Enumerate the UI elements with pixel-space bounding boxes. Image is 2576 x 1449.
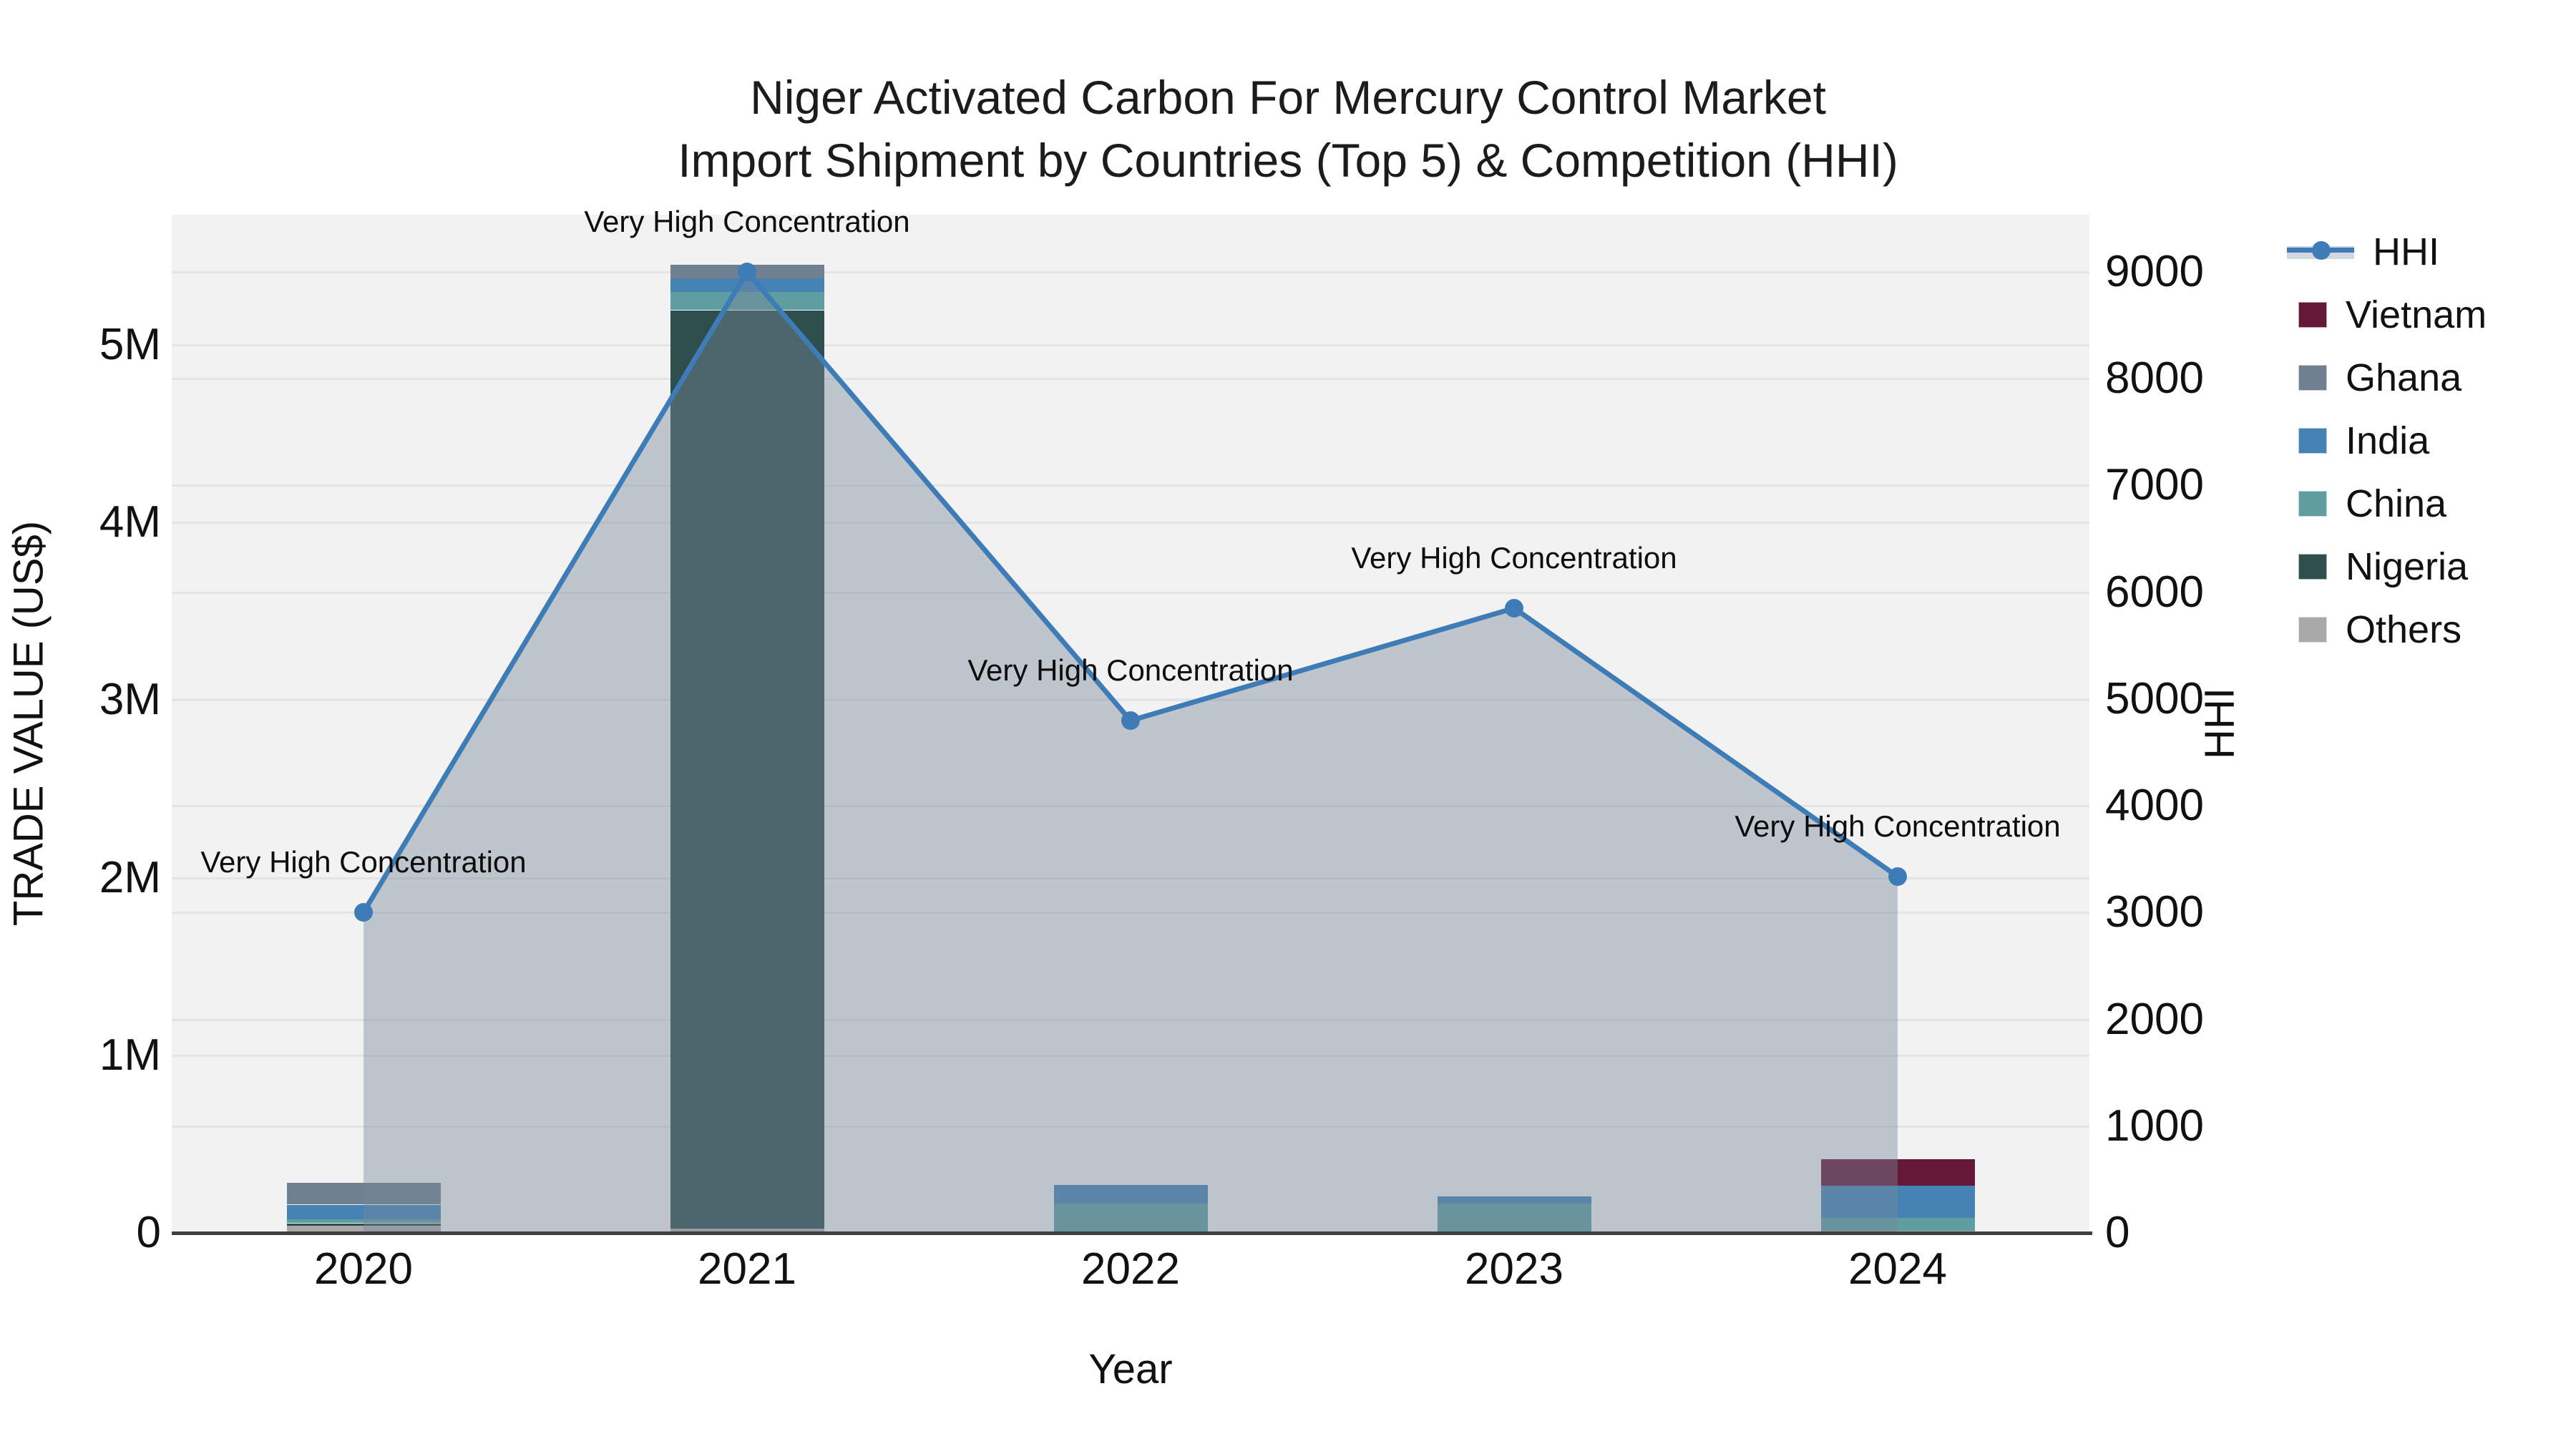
legend-item-china[interactable]: China — [2287, 482, 2487, 525]
bar-segment-china-2024 — [1821, 1218, 1975, 1231]
legend-swatch-china — [2298, 491, 2327, 517]
x-axis-tick-2022: 2022 — [1081, 1244, 1180, 1294]
y-axis-left-tick: 1M — [99, 1030, 161, 1080]
hhi-marker-2023 — [1505, 599, 1523, 618]
bar-segment-china-2021 — [670, 291, 824, 310]
annotation-2023: Very High Concentration — [1351, 541, 1677, 575]
x-axis-tick-2023: 2023 — [1465, 1244, 1563, 1294]
x-axis-line — [172, 1231, 2092, 1235]
hhi-marker-2024 — [1888, 867, 1907, 886]
bar-segment-india-2020 — [287, 1205, 441, 1219]
legend-swatch-nigeria — [2298, 554, 2327, 580]
bar-segment-china-2022 — [1054, 1204, 1208, 1233]
y-axis-right-tick: 8000 — [2105, 353, 2204, 403]
gridline-left-axis — [172, 877, 2089, 879]
bar-segment-nigeria-2021 — [670, 311, 824, 1229]
y-axis-right-tick: 9000 — [2105, 247, 2204, 296]
hhi-marker-2022 — [1121, 711, 1140, 730]
gridline-right-axis — [172, 592, 2089, 594]
gridline-left-axis — [172, 522, 2089, 524]
y-axis-right-tick: 6000 — [2105, 567, 2204, 617]
y-axis-right-tick: 0 — [2105, 1208, 2130, 1257]
y-axis-right-tick: 7000 — [2105, 460, 2204, 509]
bar-segment-india-2023 — [1438, 1196, 1591, 1204]
legend-item-nigeria[interactable]: Nigeria — [2287, 545, 2487, 588]
gridline-right-axis — [172, 484, 2089, 487]
bar-segment-india-2024 — [1821, 1186, 1975, 1218]
hhi-marker-2020 — [354, 903, 373, 922]
legend-swatch-vietnam — [2298, 302, 2327, 328]
bar-segment-vietnam-2024 — [1821, 1159, 1975, 1186]
bar-segment-others-2020 — [287, 1226, 441, 1233]
legend-item-hhi[interactable]: HHI — [2287, 230, 2487, 273]
gridline-right-axis — [172, 912, 2089, 914]
gridline-right-axis — [172, 378, 2089, 380]
x-axis-tick-2020: 2020 — [314, 1244, 413, 1294]
annotation-2022: Very High Concentration — [967, 653, 1294, 687]
gridline-left-axis — [172, 1055, 2089, 1057]
y-axis-left-tick: 2M — [99, 853, 161, 902]
y-axis-right-tick: 3000 — [2105, 887, 2204, 937]
bar-segment-china-2023 — [1438, 1204, 1591, 1233]
legend-item-india[interactable]: India — [2287, 419, 2487, 462]
hhi-line-symbol — [2287, 240, 2354, 264]
gridline-left-axis — [172, 344, 2089, 346]
y-axis-left-title: TRADE VALUE (US$) — [5, 520, 52, 927]
x-axis-tick-2024: 2024 — [1848, 1244, 1947, 1294]
legend-item-vietnam[interactable]: Vietnam — [2287, 293, 2487, 336]
legend-label: India — [2346, 419, 2430, 462]
y-axis-left-tick: 3M — [99, 675, 161, 724]
legend-label: China — [2346, 482, 2447, 525]
legend-label: Vietnam — [2346, 293, 2487, 336]
legend-item-others[interactable]: Others — [2287, 608, 2487, 651]
chart-title: Niger Activated Carbon For Mercury Contr… — [0, 66, 2576, 192]
bar-segment-india-2021 — [670, 278, 824, 292]
y-axis-left-tick: 4M — [99, 497, 161, 547]
legend-swatch-others — [2298, 617, 2327, 643]
legend-label: Nigeria — [2346, 545, 2469, 588]
legend-item-ghana[interactable]: Ghana — [2287, 356, 2487, 399]
bar-segment-ghana-2020 — [287, 1183, 441, 1204]
legend-label: Ghana — [2346, 356, 2462, 399]
annotation-2021: Very High Concentration — [584, 205, 910, 238]
y-axis-right-title: HHI — [2196, 688, 2243, 759]
x-axis-title: Year — [1088, 1346, 1173, 1392]
y-axis-right-tick: 2000 — [2105, 995, 2204, 1044]
bar-segment-india-2022 — [1054, 1185, 1208, 1204]
y-axis-right-tick: 1000 — [2105, 1101, 2204, 1151]
legend: HHI Vietnam Ghana India China Nigeria Others — [2287, 230, 2487, 651]
chart-title-line1: Niger Activated Carbon For Mercury Contr… — [750, 71, 1826, 124]
gridline-right-axis — [172, 1126, 2089, 1128]
legend-swatch-india — [2298, 428, 2327, 454]
gridline-right-axis — [172, 698, 2089, 701]
annotation-2020: Very High Concentration — [200, 845, 527, 879]
bar-segment-china-2020 — [287, 1219, 441, 1223]
legend-label: Others — [2346, 608, 2462, 651]
gridline-right-axis — [172, 805, 2089, 807]
hhi-marker-2021 — [738, 263, 756, 281]
bar-segment-nigeria-2020 — [287, 1224, 441, 1226]
y-axis-right-tick: 4000 — [2105, 781, 2204, 830]
y-axis-left-tick: 0 — [136, 1208, 161, 1257]
y-axis-right-tick: 5000 — [2105, 674, 2204, 723]
gridline-right-axis — [172, 1019, 2089, 1021]
legend-label: HHI — [2373, 230, 2439, 273]
x-axis-tick-2021: 2021 — [698, 1244, 796, 1294]
gridline-right-axis — [172, 271, 2089, 273]
legend-swatch-ghana — [2298, 365, 2327, 391]
chart-title-line2: Import Shipment by Countries (Top 5) & C… — [678, 134, 1898, 187]
y-axis-left-tick: 5M — [99, 320, 161, 369]
bar-segment-others-2021 — [670, 1229, 824, 1233]
annotation-2024: Very High Concentration — [1735, 809, 2061, 843]
hhi-area-fill — [364, 272, 1898, 1233]
